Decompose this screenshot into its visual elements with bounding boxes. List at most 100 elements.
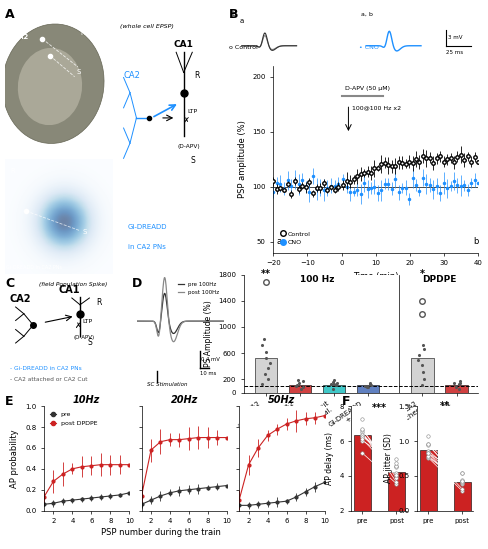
X-axis label: Time (min): Time (min): [353, 272, 399, 281]
Text: R: R: [10, 168, 15, 174]
Text: a: a: [239, 18, 244, 24]
Ellipse shape: [2, 24, 104, 143]
Text: (D-APV): (D-APV): [73, 334, 94, 339]
Text: LTP: LTP: [82, 319, 93, 324]
post 100Hz: [214, 318, 220, 324]
Point: [367, 381, 375, 390]
Text: LTP: LTP: [187, 109, 197, 114]
Point: [327, 380, 335, 389]
Title: 50Hz: 50Hz: [268, 395, 295, 406]
Text: S: S: [82, 229, 86, 235]
Text: (field Population Spike): (field Population Spike): [39, 282, 107, 287]
Point: [420, 345, 428, 354]
Text: Gi-DREADD in CA2 PNs: Gi-DREADD in CA2 PNs: [6, 265, 62, 270]
Point: [418, 361, 426, 369]
pre 100Hz: [188, 318, 194, 324]
Text: R: R: [80, 30, 85, 36]
Text: ✗: ✗: [182, 116, 188, 125]
Text: 25 ms: 25 ms: [446, 51, 463, 55]
Bar: [454, 481, 471, 511]
Point: [264, 364, 271, 373]
Text: a, b: a, b: [361, 12, 373, 17]
pre 100Hz: [162, 290, 167, 296]
Y-axis label: PSP amplitude (%): PSP amplitude (%): [238, 120, 246, 198]
Legend: pre, post DPDPE: pre, post DPDPE: [47, 410, 100, 428]
Bar: [420, 450, 437, 511]
Point: [450, 379, 458, 388]
Y-axis label: AP delay (ms): AP delay (ms): [325, 432, 334, 485]
Point: [366, 379, 374, 388]
Bar: [446, 385, 468, 393]
pre 100Hz: [186, 318, 192, 324]
Bar: [357, 385, 379, 393]
Text: R: R: [97, 298, 102, 307]
post 100Hz: [134, 318, 140, 324]
Point: [456, 379, 464, 388]
Point: [300, 383, 307, 391]
Point: [296, 378, 304, 387]
Text: o Control: o Control: [229, 45, 258, 50]
Text: CA1: CA1: [174, 40, 194, 49]
post 100Hz: [134, 318, 140, 324]
Text: • CNO: • CNO: [359, 45, 379, 50]
Text: E: E: [5, 395, 13, 408]
post 100Hz: [208, 318, 214, 324]
Point: [261, 369, 269, 378]
Text: 0.4 mV: 0.4 mV: [201, 357, 220, 362]
Text: S: S: [190, 156, 195, 165]
Point: [455, 380, 463, 389]
Text: CA2: CA2: [10, 294, 31, 305]
Text: Gi-DREADD: Gi-DREADD: [128, 224, 167, 230]
Text: A: A: [5, 8, 15, 21]
Point: [364, 383, 371, 391]
Bar: [289, 385, 311, 393]
Text: **: **: [261, 269, 271, 279]
Point: [264, 375, 272, 384]
Legend: Control, CNO: Control, CNO: [279, 229, 313, 248]
Text: b: b: [232, 11, 236, 17]
Point: [262, 354, 270, 363]
Text: in CA2 PNs: in CA2 PNs: [128, 244, 166, 250]
Point: [262, 348, 270, 356]
Point: [260, 334, 268, 343]
Text: CA2: CA2: [123, 70, 141, 80]
Point: [419, 340, 427, 349]
Text: S: S: [77, 69, 81, 75]
Text: CA2: CA2: [14, 34, 29, 40]
Text: 3 mV: 3 mV: [448, 35, 463, 40]
Legend: pre 100Hz, post 100Hz: pre 100Hz, post 100Hz: [176, 280, 222, 297]
Point: [364, 382, 371, 390]
Point: [332, 380, 340, 389]
post 100Hz: [188, 318, 194, 324]
pre 100Hz: [214, 318, 220, 324]
Point: [294, 380, 302, 389]
Bar: [354, 435, 371, 545]
Text: SC Stimulation: SC Stimulation: [147, 382, 188, 387]
Title: 10Hz: 10Hz: [73, 395, 100, 406]
Text: F: F: [342, 395, 350, 408]
post 100Hz: [186, 318, 192, 324]
Point: [366, 379, 374, 388]
Text: B: B: [229, 8, 239, 21]
Ellipse shape: [18, 48, 82, 125]
pre 100Hz: [208, 318, 214, 324]
Text: PSP number during the train: PSP number during the train: [101, 528, 221, 537]
Text: D: D: [132, 277, 142, 290]
Bar: [255, 358, 277, 393]
Point: [292, 382, 300, 390]
pre 100Hz: [134, 318, 140, 324]
Text: - CA2 attached or CA2 Cut: - CA2 attached or CA2 Cut: [10, 377, 87, 382]
Text: 10 ms: 10 ms: [200, 371, 216, 376]
Text: S: S: [87, 338, 92, 348]
Bar: [388, 472, 405, 545]
Bar: [411, 358, 433, 393]
Point: [420, 375, 427, 384]
Text: ***: ***: [372, 402, 387, 413]
Line: post 100Hz: post 100Hz: [137, 278, 224, 341]
Point: [258, 379, 266, 388]
Point: [362, 382, 369, 390]
Text: *: *: [420, 269, 425, 279]
post 100Hz: [222, 318, 227, 324]
Point: [330, 376, 338, 385]
Point: [329, 378, 337, 386]
